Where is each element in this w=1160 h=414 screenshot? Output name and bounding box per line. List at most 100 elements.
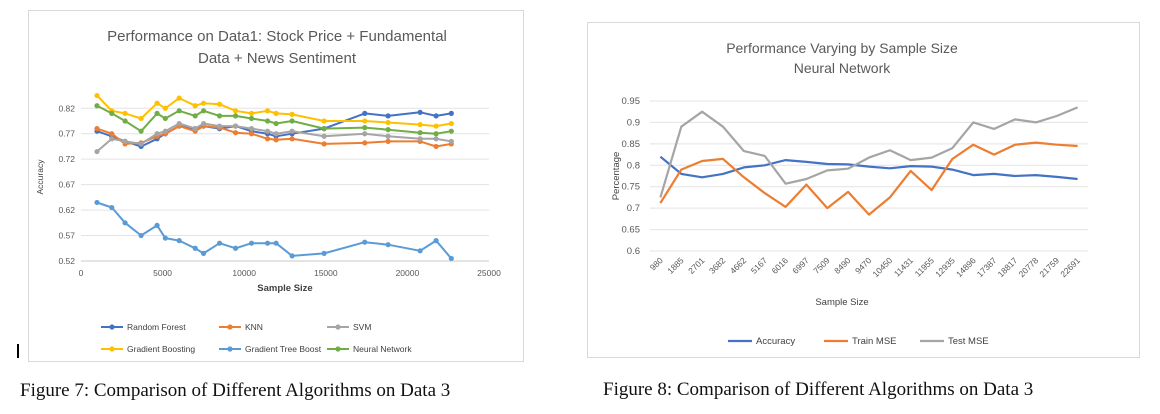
x-tick-label: 25000 xyxy=(477,268,501,278)
data-point xyxy=(138,115,144,122)
chart-title-line: Neural Network xyxy=(794,60,891,76)
data-point xyxy=(289,253,295,259)
x-tick-label: 15000 xyxy=(314,268,338,278)
data-point xyxy=(321,133,327,139)
data-point xyxy=(448,110,454,116)
data-point xyxy=(362,131,368,137)
x-tick-label: 11431 xyxy=(892,255,916,279)
figure-caption-right: Figure 8: Comparison of Different Algori… xyxy=(603,379,1034,400)
legend-marker xyxy=(227,346,233,352)
data-point xyxy=(417,130,423,136)
chart-panel-right: Performance Varying by Sample Size Neural… xyxy=(587,22,1140,358)
x-tick-label: 4662 xyxy=(728,255,749,276)
x-tick-label: 21759 xyxy=(1037,255,1061,279)
data-point xyxy=(248,126,255,132)
data-point xyxy=(362,125,368,131)
data-point xyxy=(192,245,198,251)
data-point xyxy=(248,131,255,137)
data-point xyxy=(216,123,223,129)
data-point xyxy=(248,115,255,122)
y-tick-label: 0.67 xyxy=(58,180,75,190)
legend-label: Random Forest xyxy=(127,322,186,332)
data-point xyxy=(289,136,295,142)
x-tick-label: 6016 xyxy=(770,255,791,276)
x-axis-title: Sample Size xyxy=(815,297,868,308)
chart-panel-left: Performance on Data1: Stock Price + Fund… xyxy=(28,10,524,362)
y-tick-label: 0.62 xyxy=(58,205,75,215)
series-line xyxy=(659,141,1078,216)
data-point xyxy=(362,140,368,146)
data-point xyxy=(122,118,128,124)
data-point xyxy=(200,250,207,256)
y-tick-label: 0.72 xyxy=(58,154,75,164)
data-point xyxy=(200,120,207,127)
data-point xyxy=(154,100,160,106)
data-point xyxy=(122,110,128,116)
legend-label: Gradient Boosting xyxy=(127,344,195,354)
data-point xyxy=(138,232,144,239)
y-tick-label: 0.9 xyxy=(627,117,640,128)
y-tick-label: 0.7 xyxy=(627,203,640,214)
data-point xyxy=(385,119,391,126)
data-point xyxy=(433,123,439,129)
data-point xyxy=(154,131,160,137)
y-tick-label: 0.75 xyxy=(622,182,641,193)
data-point xyxy=(448,255,454,262)
legend-label: SVM xyxy=(353,322,371,332)
data-point xyxy=(109,204,115,211)
data-point xyxy=(385,113,391,119)
data-point xyxy=(289,111,295,117)
data-point xyxy=(232,113,239,119)
figure-caption-left: Figure 7: Comparison of Different Algori… xyxy=(20,380,451,401)
data-point xyxy=(321,118,327,124)
data-point xyxy=(216,101,223,107)
data-point xyxy=(264,118,271,124)
text-cursor-mark xyxy=(17,344,19,358)
data-point xyxy=(385,242,391,248)
series-line xyxy=(96,201,453,260)
line-chart-algorithms: Performance on Data1: Stock Price + Fund… xyxy=(35,28,501,354)
x-tick-label: 18817 xyxy=(996,255,1020,279)
data-point xyxy=(273,131,279,137)
data-point xyxy=(162,105,168,111)
legend-label: Accuracy xyxy=(756,336,795,347)
legend-marker xyxy=(335,346,341,352)
y-tick-label: 0.57 xyxy=(58,231,75,241)
y-tick-label: 0.77 xyxy=(58,129,75,139)
data-point xyxy=(417,121,423,128)
data-point xyxy=(362,118,368,124)
data-point xyxy=(176,120,182,127)
legend-marker xyxy=(227,324,233,330)
data-point xyxy=(264,128,271,134)
x-tick-label: 10450 xyxy=(870,255,894,279)
data-point xyxy=(94,126,100,132)
x-tick-label: 980 xyxy=(648,255,665,272)
line-chart-neural-network: Performance Varying by Sample Size Neural… xyxy=(611,40,1088,347)
x-axis-title: Sample Size xyxy=(257,283,312,294)
data-point xyxy=(321,250,327,256)
x-tick-label: 7509 xyxy=(811,255,832,276)
legend-marker xyxy=(109,324,115,330)
y-axis-title: Percentage xyxy=(611,152,622,201)
data-point xyxy=(232,130,239,136)
data-point xyxy=(162,235,168,241)
data-point xyxy=(216,240,223,246)
legend-label: Neural Network xyxy=(353,344,412,354)
data-point xyxy=(448,128,454,134)
x-tick-label: 20000 xyxy=(396,268,420,278)
data-point xyxy=(433,136,439,142)
x-tick-label: 5000 xyxy=(153,268,172,278)
data-point xyxy=(232,108,239,114)
data-point xyxy=(232,245,239,251)
data-point xyxy=(122,138,128,144)
data-point xyxy=(200,108,207,114)
legend-label: KNN xyxy=(245,322,263,332)
legend-label: Test MSE xyxy=(948,336,989,347)
data-point xyxy=(162,128,168,134)
data-point xyxy=(192,103,198,109)
x-tick-label: 3682 xyxy=(707,255,728,276)
data-point xyxy=(94,148,100,155)
data-point xyxy=(216,113,223,119)
data-point xyxy=(289,128,295,134)
data-point xyxy=(321,126,327,132)
